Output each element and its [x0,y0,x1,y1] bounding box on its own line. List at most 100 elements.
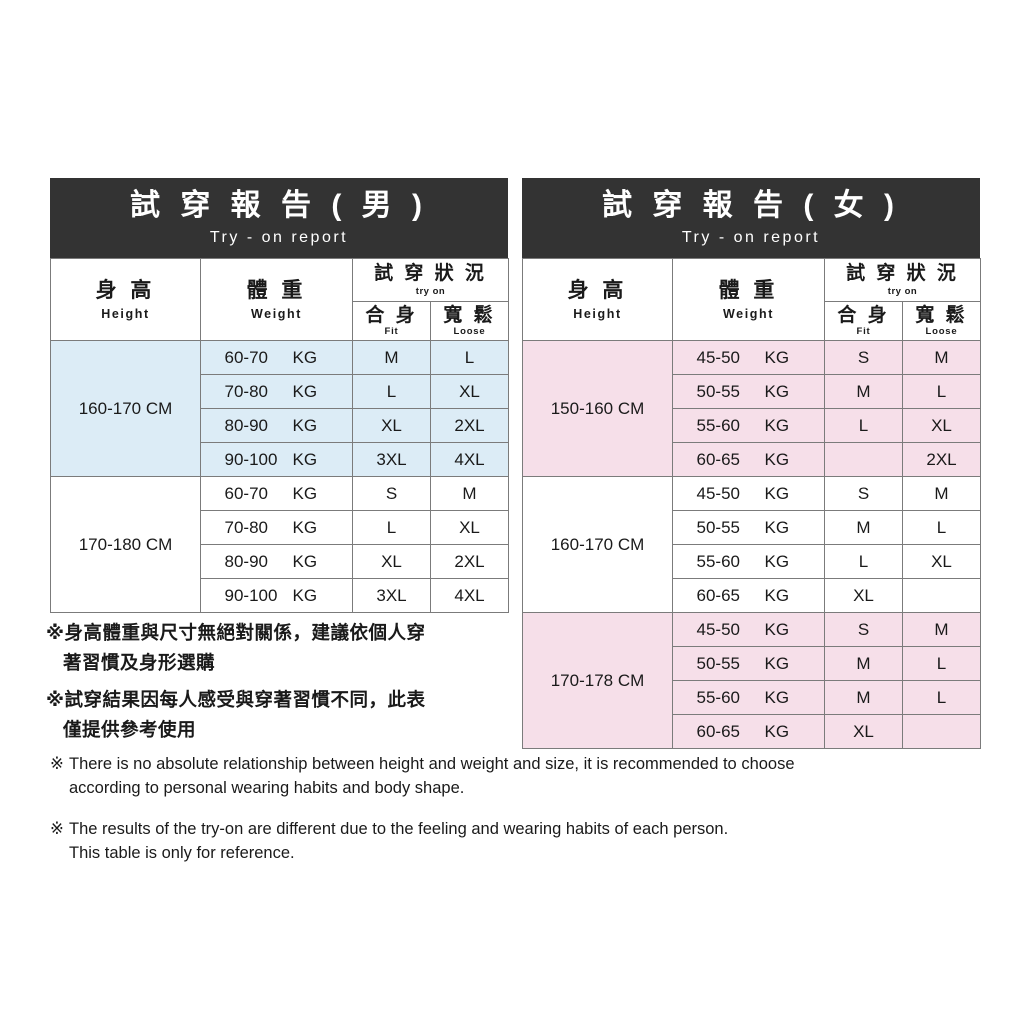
weight-range-value: 80-90 [224,415,268,435]
note-line-1: The results of the try-on are different … [69,820,729,839]
fit-size-cell: L [824,544,903,579]
weight-unit: KG [292,415,318,435]
table-row: 160-170 CM 45-50 KG S M [522,476,981,613]
note-english-body: The results of the try-on are different … [69,817,980,865]
loose-size-cell: M [902,612,981,647]
male-title-en: Try - on report [209,228,349,246]
female-col-header-fit: 合 身 Fit [824,301,903,341]
female-title-cn: 試 穿 報 告 ( 女 ) [602,189,900,222]
notes-chinese: ※身高體重與尺寸無絕對關係，建議依個人穿著習慣及身形選購 ※試穿結果因每人感受與穿… [46,618,516,752]
fit-size-cell: M [824,374,903,409]
fit-size-cell: 3XL [352,442,431,477]
weight-range-value: 60-70 [224,483,268,503]
weight-range-value: 60-70 [224,347,268,367]
weight-range-cell: 70-80 KG [200,510,353,545]
weight-range-value: 55-60 [696,687,740,707]
male-tryon-label-cn: 試 穿 狀 況 [374,263,487,285]
weight-unit: KG [764,517,790,537]
weight-range-value: 70-80 [224,517,268,537]
fit-size-cell: S [824,340,903,375]
table-row: 170-178 CM 45-50 KG S M [522,612,981,749]
weight-range-cell: 60-70 KG [200,476,353,511]
weight-unit: KG [764,721,790,741]
weight-unit: KG [764,551,790,571]
female-weight-label-cn: 體 重 [718,279,779,303]
loose-size-cell: L [902,374,981,409]
note-bullet-icon: ※ [50,755,64,773]
loose-size-cell: XL [902,544,981,579]
weight-range-value: 45-50 [696,619,740,639]
loose-size-cell: 2XL [430,408,509,443]
table-row: 50-55 KG M L [522,646,981,681]
loose-size-cell [902,714,981,749]
note-line-2: according to personal wearing habits and… [69,779,465,798]
height-group-cell: 160-170 CM [522,476,673,613]
weight-range-cell: 55-60 KG [672,544,825,579]
weight-unit: KG [764,619,790,639]
weight-unit: KG [292,585,318,605]
female-loose-label-en: Loose [925,326,958,338]
weight-range-cell: 55-60 KG [672,408,825,443]
weight-unit: KG [764,381,790,401]
weight-range-value: 45-50 [696,347,740,367]
loose-size-cell: 2XL [902,442,981,477]
fit-size-cell: M [824,510,903,545]
weight-range-value: 50-55 [696,517,740,537]
fit-size-cell: L [352,374,431,409]
weight-range-value: 60-65 [696,449,740,469]
weight-range-cell: 45-50 KG [672,476,825,511]
male-fit-label-cn: 合 身 [365,304,418,326]
fit-size-cell: S [824,612,903,647]
weight-range-cell: 90-100 KG [200,578,353,613]
weight-range-value: 80-90 [224,551,268,571]
weight-unit: KG [764,653,790,673]
fit-size-cell: 3XL [352,578,431,613]
fit-size-cell: XL [352,544,431,579]
weight-range-value: 45-50 [696,483,740,503]
male-fit-label-en: Fit [384,326,399,338]
female-header-row-1: 身 高 Height 體 重 Weight 試 穿 狀 況 try on [522,258,981,341]
fit-size-cell: S [824,476,903,511]
male-header-row-1: 身 高 Height 體 重 Weight 試 穿 狀 況 try on [50,258,509,341]
weight-unit: KG [764,483,790,503]
loose-size-cell: 4XL [430,442,509,477]
female-height-label-cn: 身 高 [567,279,628,303]
loose-size-cell: XL [430,510,509,545]
weight-unit: KG [292,483,318,503]
note-english-1: ※ There is no absolute relationship betwe… [50,752,980,800]
weight-range-cell: 45-50 KG [672,612,825,647]
male-loose-label-en: Loose [453,326,486,338]
male-col-header-tryon: 試 穿 狀 況 try on [352,258,509,302]
female-col-header-height: 身 高 Height [522,258,673,341]
weight-range-cell: 50-55 KG [672,510,825,545]
fit-size-cell: XL [824,578,903,613]
loose-size-cell: 2XL [430,544,509,579]
weight-range-cell: 80-90 KG [200,408,353,443]
table-row: 70-80 KG L XL [50,374,509,409]
loose-size-cell: M [902,476,981,511]
note-english-2: ※ The results of the try-on are different… [50,817,980,865]
weight-unit: KG [764,687,790,707]
male-col-header-fit: 合 身 Fit [352,301,431,341]
fit-size-cell: M [824,646,903,681]
female-height-label-en: Height [573,306,622,321]
female-title-en: Try - on report [681,228,821,246]
table-row: 170-180 CM 60-70 KG S M [50,476,509,613]
note-line-1: ※身高體重與尺寸無絕對關係，建議依個人穿 [46,622,426,643]
female-size-grid: 身 高 Height 體 重 Weight 試 穿 狀 況 try on 合 身… [522,258,981,749]
weight-range-cell: 60-65 KG [672,578,825,613]
male-weight-label-en: Weight [250,306,303,321]
female-loose-label-cn: 寬 鬆 [915,304,968,326]
weight-unit: KG [764,347,790,367]
fit-size-cell: L [352,510,431,545]
weight-range-value: 50-55 [696,653,740,673]
weight-range-value: 60-65 [696,585,740,605]
note-line-2: 著習慣及身形選購 [63,651,216,673]
male-weight-label-cn: 體 重 [246,279,307,303]
female-tryon-label-en: try on [887,285,918,297]
weight-range-value: 60-65 [696,721,740,741]
note-chinese-2: ※試穿結果因每人感受與穿著習慣不同，此表 僅提供參考使用 [46,685,516,745]
fit-size-cell: S [352,476,431,511]
weight-range-value: 50-55 [696,381,740,401]
weight-range-cell: 55-60 KG [672,680,825,715]
